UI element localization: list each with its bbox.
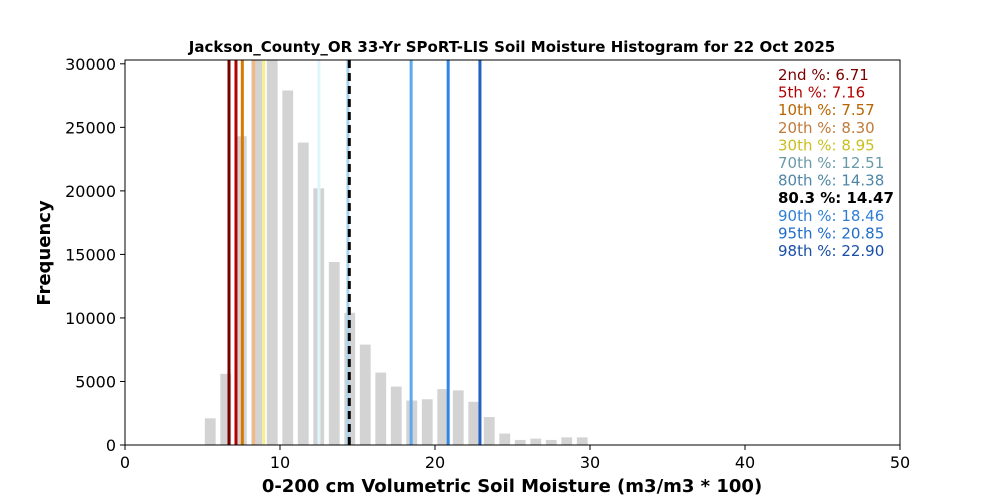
histogram-bar: [561, 437, 573, 445]
x-tick-label: 10: [270, 453, 290, 472]
y-tick-label: 0: [106, 436, 116, 455]
histogram-bar: [452, 390, 464, 445]
y-tick-label: 15000: [65, 245, 116, 264]
x-tick-label: 20: [425, 453, 445, 472]
histogram-bar: [251, 60, 263, 445]
percentile-label: 90th %: 18.46: [778, 207, 884, 225]
x-axis-title: 0-200 cm Volumetric Soil Moisture (m3/m3…: [262, 476, 762, 497]
y-tick-label: 10000: [65, 309, 116, 328]
chart-title: Jackson_County_OR 33-Yr SPoRT-LIS Soil M…: [188, 38, 836, 56]
percentile-label: 30th %: 8.95: [778, 136, 875, 154]
y-tick-label: 20000: [65, 182, 116, 201]
percentile-label: 80.3 %: 14.47: [778, 189, 894, 207]
x-tick-label: 50: [890, 453, 910, 472]
histogram-bar: [359, 344, 371, 445]
y-tick-label: 25000: [65, 118, 116, 137]
x-tick-label: 0: [120, 453, 130, 472]
histogram-bar: [204, 418, 216, 445]
percentile-label: 70th %: 12.51: [778, 154, 884, 172]
percentile-label: 5th %: 7.16: [778, 84, 865, 102]
histogram-bar: [499, 433, 511, 445]
histogram-bar: [266, 60, 278, 445]
histogram-bar: [421, 399, 433, 445]
histogram-bar: [437, 389, 449, 445]
percentile-label: 10th %: 7.57: [778, 101, 875, 119]
y-tick-label: 5000: [75, 372, 116, 391]
y-axis: 0 5000 10000 15000 20000 25000 30000: [65, 55, 125, 455]
histogram-bar: [483, 417, 495, 445]
histogram-bar: [545, 439, 557, 445]
x-tick-label: 40: [735, 453, 755, 472]
histogram-bar: [468, 401, 480, 445]
histogram-bar: [375, 372, 387, 445]
percentile-label: 2nd %: 6.71: [778, 66, 869, 84]
histogram-bar: [328, 262, 340, 445]
percentile-label: 98th %: 22.90: [778, 242, 884, 260]
histogram-bar: [530, 438, 542, 445]
histogram-bar: [390, 386, 402, 445]
percentile-lines-layer: [227, 60, 482, 445]
histogram-bar: [220, 373, 232, 445]
histogram-bar: [282, 90, 294, 445]
histogram-bar: [297, 142, 309, 445]
x-tick-label: 30: [580, 453, 600, 472]
percentile-label: 20th %: 8.30: [778, 119, 875, 137]
percentile-label: 80th %: 14.38: [778, 172, 884, 190]
histogram-bar: [576, 437, 588, 445]
y-axis-title: Frequency: [34, 200, 55, 306]
x-axis: 0 10 20 30 40 50: [120, 445, 910, 472]
y-tick-label: 30000: [65, 55, 116, 74]
plot-frame: [124, 59, 901, 446]
percentile-label: 95th %: 20.85: [778, 224, 884, 242]
histogram-bar: [514, 439, 526, 445]
